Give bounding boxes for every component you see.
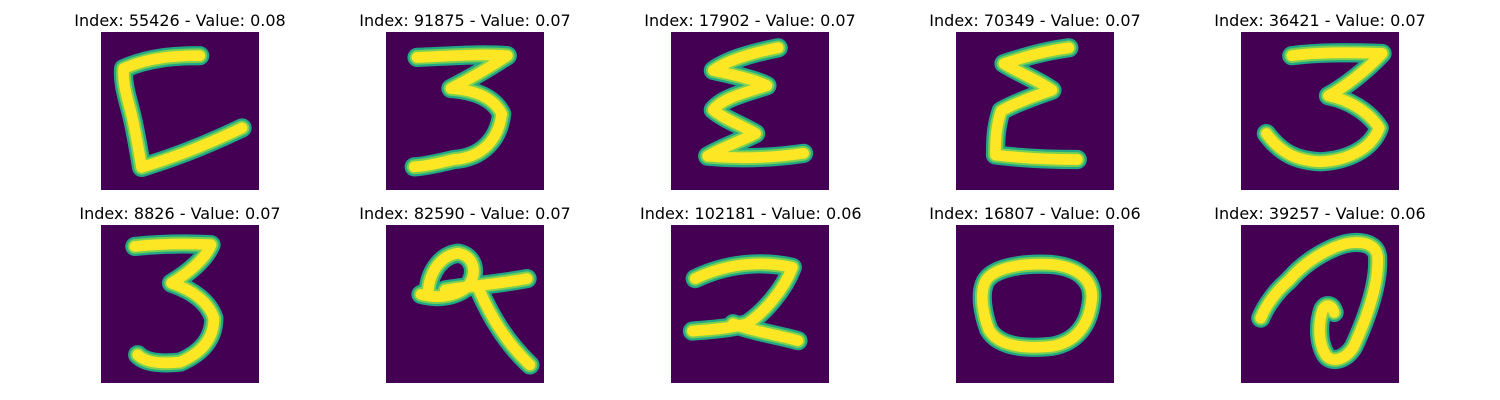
digit-stroke <box>408 49 513 173</box>
panel-title: Index: 39257 - Value: 0.06 <box>1214 204 1426 223</box>
panel-1: Index: 55426 - Value: 0.08 <box>70 10 290 190</box>
panel-title: Index: 17902 - Value: 0.07 <box>644 11 856 30</box>
panel-6: Index: 8826 - Value: 0.07 <box>70 203 290 383</box>
digit-stroke <box>129 238 220 369</box>
digit-image <box>101 32 259 190</box>
panel-2: Index: 91875 - Value: 0.07 <box>355 10 575 190</box>
panel-title: Index: 16807 - Value: 0.06 <box>929 204 1141 223</box>
digit-image <box>386 32 544 190</box>
digit-image <box>1241 32 1399 190</box>
panel-9: Index: 16807 - Value: 0.06 <box>925 203 1145 383</box>
digit-stroke <box>1255 237 1384 365</box>
image-background <box>671 225 829 383</box>
panel-7: Index: 82590 - Value: 0.07 <box>355 203 575 383</box>
panel-title: Index: 55426 - Value: 0.08 <box>74 11 286 30</box>
panel-3: Index: 17902 - Value: 0.07 <box>640 10 860 190</box>
panel-title: Index: 70349 - Value: 0.07 <box>929 11 1141 30</box>
digit-image <box>671 225 829 383</box>
panel-5: Index: 36421 - Value: 0.07 <box>1210 10 1430 190</box>
digit-image <box>956 225 1114 383</box>
digit-stroke <box>702 42 809 164</box>
panel-title: Index: 82590 - Value: 0.07 <box>359 204 571 223</box>
panel-8: Index: 102181 - Value: 0.06 <box>640 203 862 383</box>
digit-stroke <box>415 247 536 371</box>
digit-image <box>1241 225 1399 383</box>
digit-stroke <box>1261 47 1388 168</box>
digit-stroke <box>990 42 1083 165</box>
panel-10: Index: 39257 - Value: 0.06 <box>1210 203 1430 383</box>
digit-image <box>671 32 829 190</box>
panel-title: Index: 8826 - Value: 0.07 <box>79 204 281 223</box>
panel-title: Index: 36421 - Value: 0.07 <box>1214 11 1426 30</box>
digit-image <box>101 225 259 383</box>
digit-stroke <box>976 258 1098 353</box>
panel-4: Index: 70349 - Value: 0.07 <box>925 10 1145 190</box>
digit-image <box>386 225 544 383</box>
digit-stroke <box>687 258 804 347</box>
digit-image <box>956 32 1114 190</box>
digit-stroke <box>118 50 248 173</box>
panel-title: Index: 102181 - Value: 0.06 <box>640 204 862 223</box>
panel-title: Index: 91875 - Value: 0.07 <box>359 11 571 30</box>
